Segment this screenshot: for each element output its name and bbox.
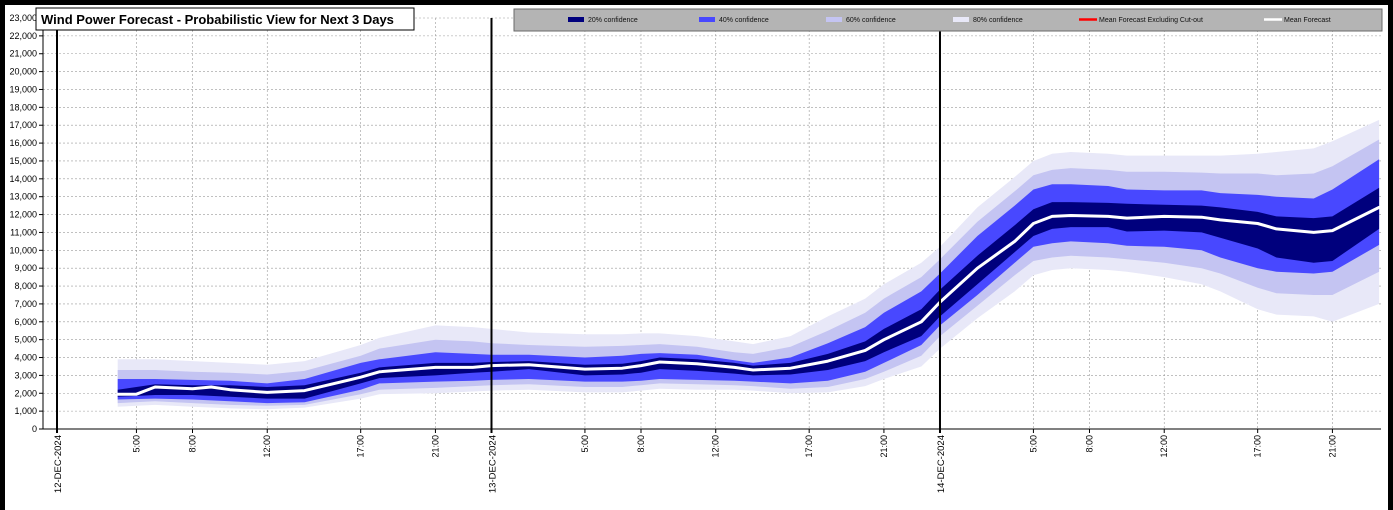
- legend-label-40-pct-confidence: 40% confidence: [719, 17, 769, 24]
- legend-swatch-80-pct-confidence: [953, 17, 969, 22]
- x-tick-label: 12:00: [711, 435, 721, 458]
- legend-swatch-20-pct-confidence: [568, 17, 584, 22]
- y-tick-label: 21,000: [9, 49, 37, 59]
- chart-border-top: [0, 0, 1393, 5]
- mean-forecast-layer: [116, 205, 1381, 396]
- y-tick-label: 2,000: [14, 388, 37, 398]
- legend-swatch-40-pct-confidence: [699, 17, 715, 22]
- chart-title-box: Wind Power Forecast - Probabilistic View…: [35, 7, 415, 31]
- y-tick-label: 17,000: [9, 120, 37, 130]
- y-tick-label: 0: [32, 424, 37, 434]
- legend: 20% confidence 40% confidence 60% confiden…: [513, 8, 1383, 32]
- y-tick-label: 6,000: [14, 317, 37, 327]
- date-label: 12-DEC-2024: [53, 435, 64, 493]
- x-tick-label: 12:00: [262, 435, 272, 458]
- day-separators: [56, 18, 941, 433]
- y-tick-label: 23,000: [9, 13, 37, 23]
- date-label: 14-DEC-2024: [936, 435, 947, 493]
- x-tick-label: 21:00: [879, 435, 889, 458]
- y-tick-label: 1,000: [14, 406, 37, 416]
- x-tick-label: 5:00: [580, 435, 590, 453]
- legend-box: [513, 8, 1383, 32]
- x-tick-label: 21:00: [1327, 435, 1337, 458]
- x-tick-label: 21:00: [430, 435, 440, 458]
- x-tick-label: 8:00: [187, 435, 197, 453]
- date-label: 13-DEC-2024: [487, 435, 498, 493]
- legend-swatch-60-pct-confidence: [826, 17, 842, 22]
- x-tick-label: 8:00: [1084, 435, 1094, 453]
- chart-border-left: [0, 0, 5, 510]
- chart-title: Wind Power Forecast - Probabilistic View…: [41, 12, 394, 27]
- y-tick-label: 8,000: [14, 281, 37, 291]
- y-tick-label: 13,000: [9, 192, 37, 202]
- legend-label-80-pct-confidence: 80% confidence: [973, 17, 1023, 24]
- y-axis: 0 1,000 2,000 3,000 4,000 5,000 6,000 7,000 8,00…: [9, 13, 44, 434]
- y-tick-label: 9,000: [14, 263, 37, 273]
- x-tick-label: 17:00: [356, 435, 366, 458]
- y-tick-label: 5,000: [14, 335, 37, 345]
- y-tick-label: 22,000: [9, 31, 37, 41]
- x-tick-label: 5:00: [1028, 435, 1038, 453]
- y-tick-label: 4,000: [14, 353, 37, 363]
- mean-forecast-line: [116, 205, 1381, 396]
- y-tick-label: 16,000: [9, 138, 37, 148]
- legend-label-mean-forecast: Mean Forecast: [1284, 17, 1331, 24]
- y-tick-label: 11,000: [10, 227, 37, 237]
- y-tick-label: 10,000: [9, 245, 37, 255]
- x-axis: 5:00 8:00 12:00 17:00 21:00 5:00 8:00 12:00 17:0…: [43, 428, 1381, 493]
- y-tick-label: 12,000: [9, 210, 37, 220]
- y-tick-label: 14,000: [9, 174, 37, 184]
- confidence-bands: [117, 119, 1380, 410]
- x-tick-label: 12:00: [1159, 435, 1169, 458]
- legend-label-60-pct-confidence: 60% confidence: [846, 17, 896, 24]
- x-tick-label: 5:00: [131, 435, 141, 453]
- x-tick-label: 17:00: [804, 435, 814, 458]
- y-tick-label: 3,000: [14, 370, 37, 380]
- y-tick-label: 18,000: [9, 102, 37, 112]
- y-tick-label: 7,000: [14, 299, 37, 309]
- y-tick-label: 15,000: [9, 156, 37, 166]
- y-tick-label: 19,000: [9, 84, 37, 94]
- x-tick-label: 17:00: [1253, 435, 1263, 458]
- legend-label-20-pct-confidence: 20% confidence: [588, 17, 638, 24]
- chart-border-right: [1388, 0, 1393, 510]
- x-tick-label: 8:00: [636, 435, 646, 453]
- legend-label-mean-forecast-excluding-cut-out: Mean Forecast Excluding Cut-out: [1099, 17, 1203, 24]
- y-tick-label: 20,000: [9, 67, 37, 77]
